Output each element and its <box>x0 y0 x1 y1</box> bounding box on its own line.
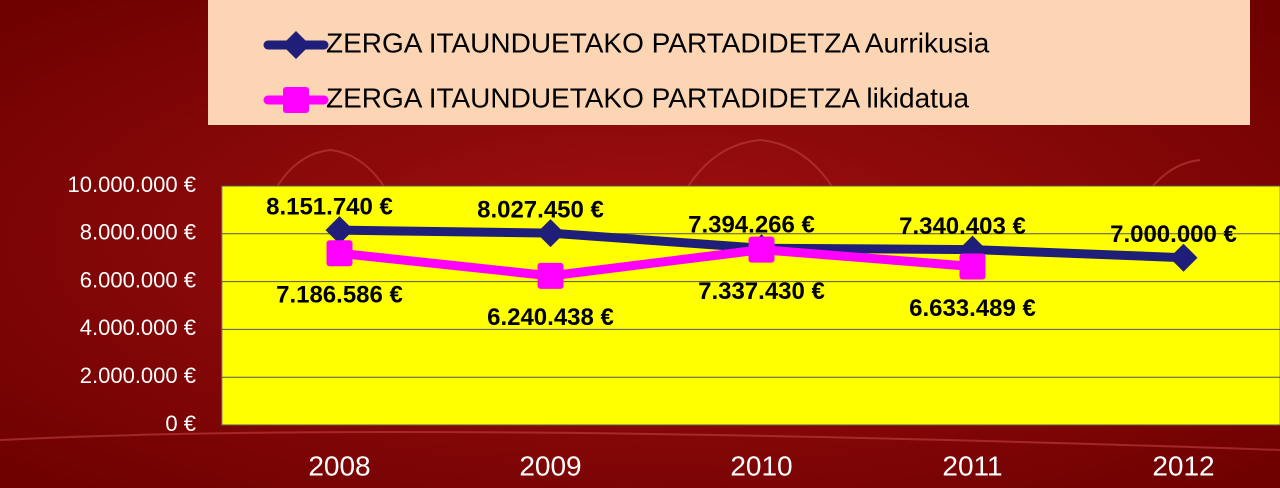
x-tick-label: 2010 <box>730 450 792 481</box>
data-label: 7.337.430 € <box>698 278 825 305</box>
legend-marker <box>283 87 309 113</box>
legend-label: ZERGA ITAUNDUETAKO PARTADIDETZA likidatu… <box>326 82 970 113</box>
y-tick-label: 0 € <box>165 411 196 436</box>
chart: 0 € 2.000.000 € 4.000.000 € 6.000.000 € 8.00… <box>0 0 1280 488</box>
point-marker <box>327 240 353 266</box>
data-label: 7.186.586 € <box>276 282 403 309</box>
data-label: 8.151.740 € <box>266 194 393 221</box>
x-tick-label: 2011 <box>942 450 1002 481</box>
x-tick-label: 2008 <box>308 450 370 481</box>
x-tick-label: 2009 <box>519 450 581 481</box>
point-marker <box>538 263 564 289</box>
data-label: 7.000.000 € <box>1110 221 1237 248</box>
point-marker <box>749 237 775 263</box>
legend-label: ZERGA ITAUNDUETAKO PARTADIDETZA Aurrikus… <box>326 27 990 58</box>
y-tick-label: 4.000.000 € <box>80 315 196 340</box>
data-label: 7.394.266 € <box>688 212 815 239</box>
y-tick-label: 6.000.000 € <box>80 267 196 292</box>
data-label: 8.027.450 € <box>477 196 604 223</box>
y-tick-label: 8.000.000 € <box>80 220 196 245</box>
point-marker <box>960 253 986 279</box>
y-tick-label: 2.000.000 € <box>80 363 196 388</box>
data-label: 6.240.438 € <box>487 304 614 331</box>
data-label: 6.633.489 € <box>909 295 1036 322</box>
x-tick-label: 2012 <box>1152 450 1214 481</box>
y-tick-label: 10.000.000 € <box>68 172 196 197</box>
data-label: 7.340.403 € <box>899 213 1026 240</box>
